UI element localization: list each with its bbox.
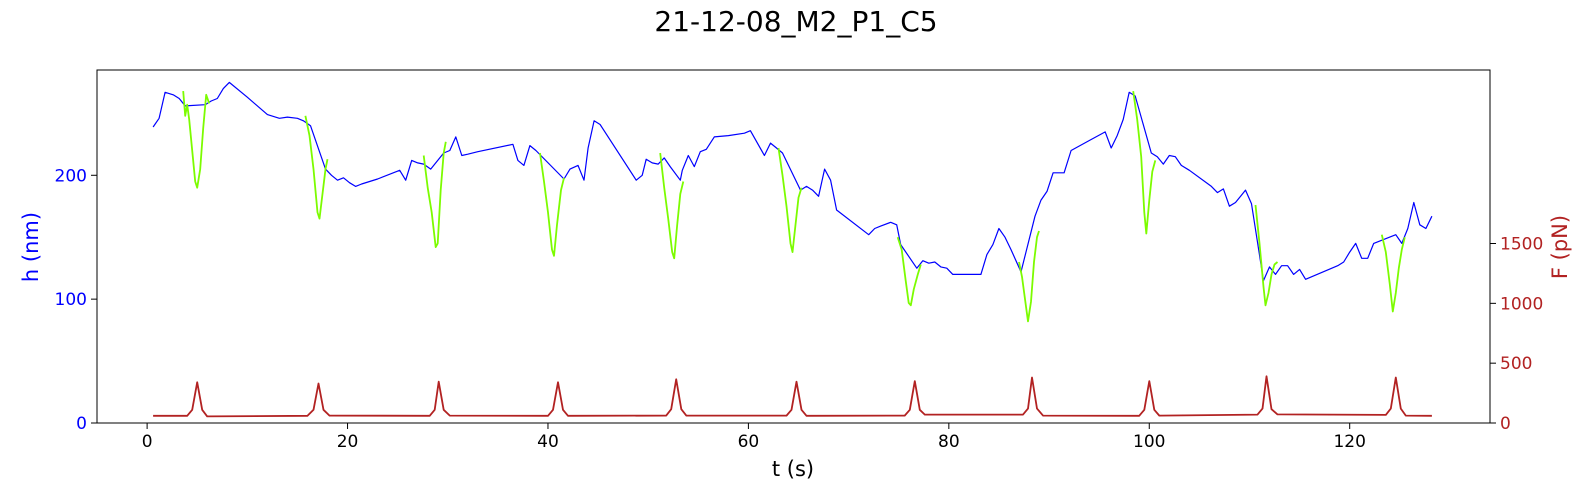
plot-frame bbox=[96, 69, 1491, 424]
y-right-tick-label: 0 bbox=[1500, 414, 1511, 434]
y-left-tick-label: 0 bbox=[76, 414, 87, 434]
x-tick-label: 40 bbox=[537, 432, 559, 452]
y-left-axis-title: h (nm) bbox=[19, 212, 43, 282]
x-axis-title: t (s) bbox=[772, 457, 814, 481]
compression-segment-line bbox=[1254, 204, 1279, 307]
compression-segment-line bbox=[777, 147, 803, 253]
x-tick-label: 100 bbox=[1133, 432, 1165, 452]
y-right-tick-label: 1000 bbox=[1500, 294, 1543, 314]
compression-segment-line bbox=[896, 236, 922, 307]
compression-segment-line bbox=[659, 152, 685, 260]
y-left-tick-label: 200 bbox=[55, 166, 87, 186]
compression-segment-line bbox=[1380, 234, 1406, 313]
compression-segment-line bbox=[1018, 230, 1040, 323]
x-tick-label: 20 bbox=[337, 432, 359, 452]
x-tick-label: 80 bbox=[938, 432, 960, 452]
chart-title: 21-12-08_M2_P1_C5 bbox=[654, 5, 937, 38]
compression-segment-line bbox=[182, 91, 211, 189]
y-right-tick-label: 500 bbox=[1500, 354, 1532, 374]
x-tick-label: 0 bbox=[142, 432, 153, 452]
plot-area bbox=[152, 81, 1433, 418]
height-series-line bbox=[152, 81, 1433, 282]
x-tick-label: 120 bbox=[1333, 432, 1365, 452]
y-right-tick-label: 1500 bbox=[1500, 235, 1543, 255]
force-series-line bbox=[153, 375, 1432, 418]
compression-segment-line bbox=[422, 141, 447, 248]
y-right-axis-title: F (pN) bbox=[1548, 215, 1572, 279]
compression-segment-line bbox=[539, 152, 565, 257]
compression-segment-line bbox=[304, 115, 329, 220]
x-tick-label: 60 bbox=[738, 432, 760, 452]
compression-segment-line bbox=[1132, 90, 1157, 235]
y-left-tick-label: 100 bbox=[55, 290, 87, 310]
